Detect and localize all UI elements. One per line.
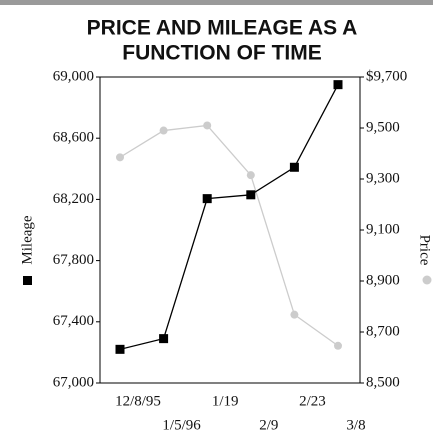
plot-frame: [99, 76, 361, 384]
point: [203, 121, 212, 130]
y-tick-label: 68,600: [53, 130, 94, 146]
x-tick-label: 1/19: [212, 393, 239, 409]
point: [289, 162, 299, 172]
y-tick-label: 67,000: [53, 374, 94, 390]
point: [159, 126, 168, 135]
point: [246, 190, 256, 200]
series-line: [119, 84, 339, 350]
point: [290, 310, 299, 319]
y2-tick-label: 9,100: [366, 221, 400, 237]
y-tick-label: 69,000: [53, 68, 94, 84]
top-strip: [0, 0, 433, 5]
point: [115, 344, 125, 354]
point: [159, 334, 169, 344]
x-tick-label: 12/8/95: [115, 393, 161, 409]
point: [116, 153, 124, 162]
y2-tick-label: 9,500: [366, 119, 400, 135]
y-axis-label: Mileage: [19, 215, 35, 264]
y2-tick-label: 8,700: [366, 323, 400, 339]
x-tick-label: 3/8: [346, 417, 365, 433]
chart-title: FUNCTION OF TIME: [122, 42, 321, 65]
y-legend-marker: [23, 276, 32, 285]
series-line: [119, 124, 339, 347]
y-tick-label: 67,400: [53, 313, 94, 329]
y2-tick-label: 9,300: [366, 170, 400, 186]
point: [333, 80, 343, 90]
y2-tick-label: $9,700: [366, 68, 407, 84]
x-tick-label: 2/23: [299, 393, 326, 409]
chart-title: PRICE AND MILEAGE AS A: [87, 17, 358, 40]
y2-tick-label: 8,500: [366, 374, 400, 390]
y2-tick-label: 8,900: [366, 272, 400, 288]
point: [202, 194, 212, 204]
point: [334, 341, 342, 350]
x-tick-label: 1/5/96: [162, 417, 201, 433]
y-tick-label: 68,200: [53, 191, 94, 207]
y-tick-label: 67,800: [53, 252, 94, 268]
x-tick-label: 2/9: [259, 417, 278, 433]
point: [246, 171, 255, 180]
y2-axis-label: Price: [417, 235, 433, 266]
y2-legend-marker: [422, 275, 432, 285]
